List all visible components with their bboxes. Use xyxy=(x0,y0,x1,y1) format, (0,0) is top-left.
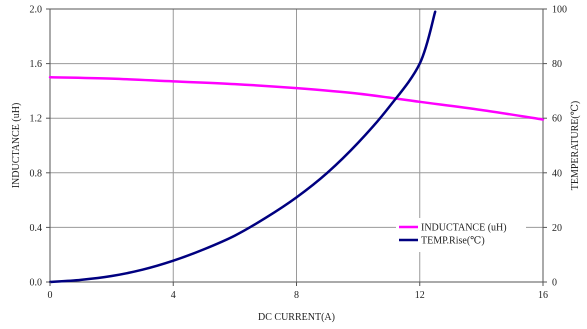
x-tick-label: 8 xyxy=(294,290,299,301)
y-left-tick-label: 0.4 xyxy=(30,223,43,234)
series-inductance-line xyxy=(48,76,545,121)
legend: INDUCTANCE (uH) TEMP.Rise(℃) xyxy=(396,218,526,252)
series-temp-rise-line xyxy=(48,10,437,284)
y-right-tick-label: 0 xyxy=(552,278,557,289)
x-tick-label: 16 xyxy=(538,290,548,301)
y-left-tick-label: 2.0 xyxy=(30,5,43,16)
legend-label-temp-rise: TEMP.Rise(℃) xyxy=(421,236,485,247)
legend-label-inductance: INDUCTANCE (uH) xyxy=(421,223,507,234)
y-right-tick-label: 80 xyxy=(552,59,562,70)
y-axis-left-title: INDUCTANCE (uH) xyxy=(11,103,22,189)
x-axis-title: DC CURRENT(A) xyxy=(258,312,335,323)
tick-labels: 0 4 8 12 16 0.0 0.4 0.8 1.2 1.6 2.0 0 20 40 60 80 100 xyxy=(30,5,568,302)
y-left-tick-label: 0.8 xyxy=(30,168,43,179)
y-left-tick-label: 1.2 xyxy=(30,114,43,125)
y-right-tick-label: 100 xyxy=(552,5,567,16)
x-tick-label: 0 xyxy=(48,290,53,301)
y-left-tick-label: 1.6 xyxy=(30,59,43,70)
y-left-tick-label: 0.0 xyxy=(30,278,43,289)
x-tick-label: 4 xyxy=(171,290,176,301)
grid xyxy=(50,9,543,282)
y-right-tick-label: 20 xyxy=(552,223,562,234)
legend-box xyxy=(396,218,526,252)
y-right-tick-label: 60 xyxy=(552,114,562,125)
y-right-tick-label: 40 xyxy=(552,168,562,179)
series-layer xyxy=(48,10,545,284)
y-axis-right-title: TEMPERATURE(℃) xyxy=(570,101,581,191)
x-tick-label: 12 xyxy=(415,290,425,301)
